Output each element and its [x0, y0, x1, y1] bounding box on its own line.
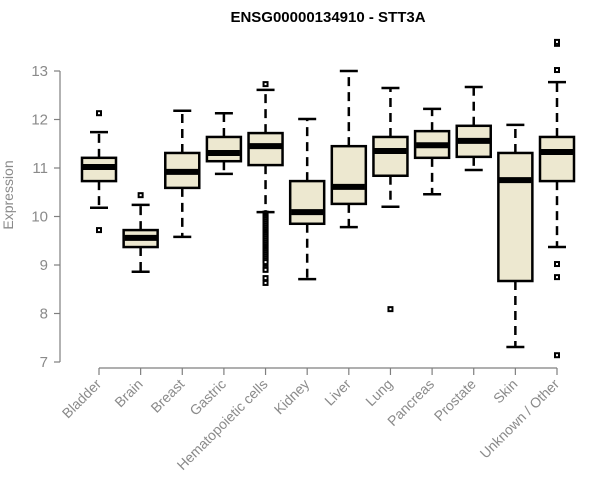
y-tick-label: 8 — [40, 306, 48, 323]
outlier-point — [554, 274, 560, 281]
y-axis-label: Expression — [0, 160, 16, 229]
outlier-point — [387, 306, 394, 313]
box-group-kidney — [288, 117, 326, 281]
box-group-liver — [330, 69, 368, 229]
x-tick-label: Lung — [362, 376, 395, 409]
box-group-skin — [497, 123, 534, 349]
box-group-bladder — [80, 110, 118, 234]
box-group-brain — [122, 192, 159, 274]
box-group-gastric — [205, 111, 243, 176]
x-tick-label: Skin — [490, 376, 521, 407]
box-group-unknown-other — [538, 38, 576, 359]
y-tick-label: 9 — [40, 257, 48, 274]
chart-title: ENSG00000134910 - STT3A — [230, 9, 425, 26]
outlier-point — [262, 279, 269, 286]
box — [372, 135, 409, 178]
x-tick-label: Bladder — [59, 376, 105, 422]
outlier-point — [554, 261, 560, 268]
outlier-point — [262, 259, 269, 266]
x-tick-label: Kidney — [271, 376, 313, 418]
box — [205, 135, 243, 163]
y-tick-label: 10 — [31, 209, 48, 226]
outlier-point — [262, 81, 269, 88]
outlier-point — [96, 227, 102, 234]
x-tick-label: Unknown / Other — [477, 376, 563, 462]
outlier-point — [554, 352, 560, 359]
box — [330, 144, 368, 206]
box-group-prostate — [455, 85, 492, 172]
outlier-point — [554, 67, 560, 74]
x-tick-label: Liver — [321, 376, 354, 409]
box-group-pancreas — [413, 107, 451, 196]
box — [288, 179, 326, 226]
box-group-lung — [372, 86, 409, 313]
outlier-point — [137, 192, 144, 199]
x-tick-label: Breast — [147, 376, 187, 416]
outlier-point — [262, 275, 269, 282]
outlier-point — [96, 110, 102, 117]
x-tick-label: Prostate — [431, 376, 479, 424]
box-group-breast — [164, 109, 201, 239]
outlier-point — [262, 266, 269, 273]
y-tick-label: 12 — [31, 112, 48, 129]
y-tick-label: 13 — [31, 63, 48, 80]
y-axis: 7 8 9 10 11 12 13 — [31, 63, 61, 371]
outlier-point — [554, 38, 560, 45]
box — [538, 135, 576, 183]
y-tick-label: 11 — [32, 160, 48, 177]
boxes — [80, 38, 576, 359]
x-tick-label: Brain — [111, 376, 145, 410]
box — [497, 151, 534, 283]
box-group-hematopoietic-cells — [247, 81, 284, 286]
y-tick-label: 7 — [40, 354, 48, 371]
